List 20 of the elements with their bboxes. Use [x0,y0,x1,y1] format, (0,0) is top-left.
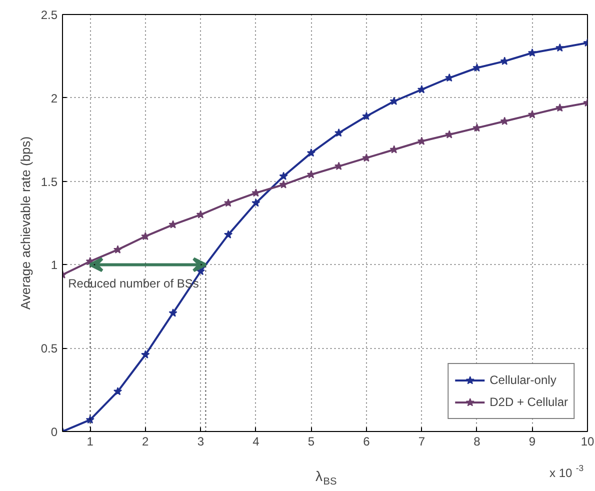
x-tick-label: 9 [528,434,536,448]
x-tick-label: 5 [308,434,315,448]
y-tick-label: 1.5 [40,174,58,189]
text: x 10-3 [550,463,584,480]
y-tick-label: 1 [50,258,58,272]
y-tick-label: 0 [50,425,58,439]
y-tick-label: 2 [50,91,58,106]
x-tick-label: 3 [197,434,204,448]
x-tick-label: 7 [418,434,426,448]
legend-label: Cellular-only [490,373,556,387]
x-tick-label: 1 [86,434,94,448]
y-tick-label: 2.5 [40,8,58,22]
x-tick-label: 8 [474,434,481,448]
y-axis-title: Average achievable rate (bps) [18,136,33,310]
x-tick-label: 4 [252,434,260,448]
x-tick-label: 6 [363,434,370,448]
legend-label: D2D + Cellular [490,395,568,409]
y-tick-label: 0.5 [40,342,58,356]
x-tick-label: 10 [580,434,594,448]
x-tick-label: 2 [142,434,150,448]
